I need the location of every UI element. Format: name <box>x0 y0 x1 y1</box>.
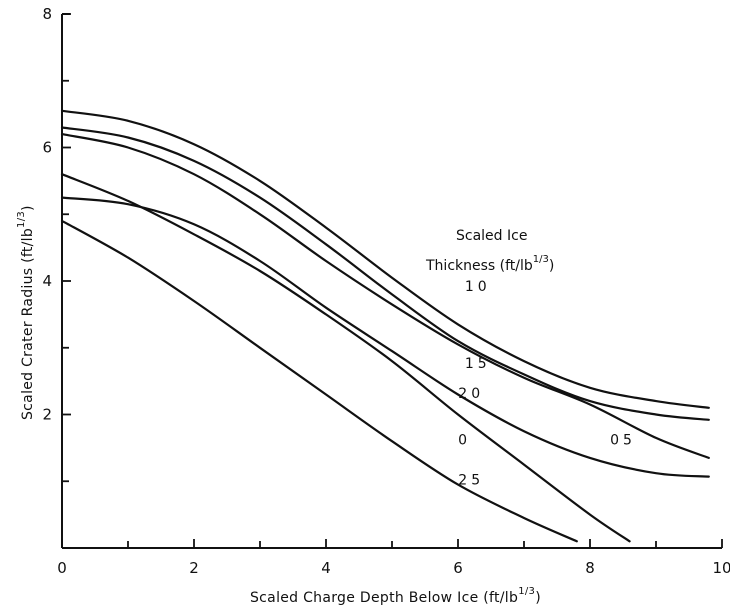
y-tick-label: 4 <box>42 272 52 290</box>
x-axis-label-sup: 1/3 <box>518 586 535 597</box>
series-line-15 <box>60 126 710 421</box>
tick-labels: 0 2 4 6 8 10 2 4 6 8 <box>42 5 730 577</box>
series-line-10 <box>60 109 710 409</box>
legend-title-line2: Thickness (ft/lb1/3) <box>425 254 554 274</box>
curves <box>60 109 710 543</box>
series-label-15: 15 <box>465 356 491 372</box>
x-tick-label: 2 <box>189 559 199 577</box>
series-label-20: 20 <box>458 386 484 402</box>
legend-title-end: ) <box>549 258 554 274</box>
series-line-0 <box>60 173 631 543</box>
series-label-10: 10 <box>465 279 491 295</box>
x-tick-label: 6 <box>453 559 463 577</box>
legend-title-line1: Scaled Ice <box>456 228 527 244</box>
x-axis-label-end: ) <box>535 590 541 606</box>
y-tick-label: 6 <box>42 139 52 157</box>
y-tick-label: 8 <box>42 5 52 23</box>
y-axis-label-end: ) <box>20 205 36 211</box>
legend-title-sup: 1/3 <box>533 254 549 265</box>
curve-labels: 10 15 20 0 25 05 <box>458 279 636 489</box>
series-line-20 <box>60 196 710 478</box>
series-line-25 <box>60 219 578 543</box>
x-axis-label-main: Scaled Charge Depth Below Ice (ft/lb <box>250 590 518 606</box>
y-tick-label: 2 <box>42 406 52 424</box>
x-tick-label: 10 <box>712 559 730 577</box>
ticks <box>61 13 723 549</box>
series-line-05 <box>60 133 710 459</box>
series-label-25: 25 <box>458 473 484 489</box>
legend-title-main: Thickness (ft/lb <box>425 258 533 274</box>
series-label-0: 0 <box>458 433 471 449</box>
y-axis-label-main: Scaled Crater Radius (ft/lb <box>20 228 36 420</box>
x-axis-label: Scaled Charge Depth Below Ice (ft/lb1/3) <box>250 586 541 606</box>
x-tick-label: 0 <box>57 559 67 577</box>
x-tick-label: 8 <box>585 559 595 577</box>
series-label-05: 05 <box>610 433 636 449</box>
x-tick-label: 4 <box>321 559 331 577</box>
y-axis-label-sup: 1/3 <box>16 211 27 228</box>
y-axis-label: Scaled Crater Radius (ft/lb1/3) <box>16 205 36 420</box>
